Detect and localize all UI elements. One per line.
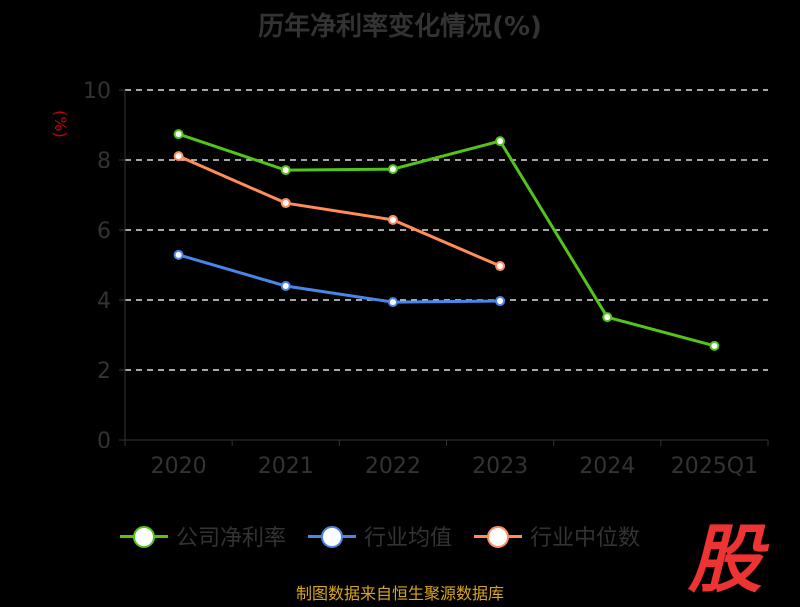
chart-title: 历年净利率变化情况(%) bbox=[258, 12, 542, 42]
x-tick-label: 2024 bbox=[579, 454, 635, 479]
data-point bbox=[495, 261, 506, 272]
source-note: 制图数据来自恒生聚源数据库 bbox=[295, 584, 504, 603]
x-tick-label: 2025Q1 bbox=[671, 454, 758, 479]
data-point bbox=[602, 312, 613, 323]
logo: 股 bbox=[688, 517, 762, 603]
data-point bbox=[387, 164, 398, 175]
legend-label: 公司净利率 bbox=[176, 526, 287, 551]
legend-swatch bbox=[308, 526, 357, 548]
legend: 公司净利率 行业均值 行业中位数 bbox=[120, 520, 640, 552]
data-point bbox=[280, 165, 291, 176]
data-point bbox=[387, 214, 398, 225]
x-tick-label: 2020 bbox=[151, 454, 207, 479]
data-point bbox=[387, 297, 398, 308]
data-point bbox=[280, 198, 291, 209]
x-tick-label: 2021 bbox=[258, 454, 314, 479]
legend-item[interactable]: 行业均值 bbox=[308, 520, 452, 552]
y-tick-label: 10 bbox=[83, 79, 111, 104]
data-point bbox=[709, 340, 720, 351]
y-tick-label: 2 bbox=[97, 359, 111, 384]
legend-swatch bbox=[120, 526, 168, 548]
series-line-1 bbox=[178, 253, 501, 304]
series-line-2 bbox=[177, 154, 501, 268]
y-tick-label: 4 bbox=[97, 289, 111, 314]
data-point bbox=[495, 296, 506, 307]
x-tick-label: 2022 bbox=[365, 454, 421, 479]
data-point bbox=[173, 129, 184, 140]
legend-label: 行业中位数 bbox=[530, 526, 641, 551]
x-tick-label: 2023 bbox=[472, 454, 528, 479]
y-tick-label: 8 bbox=[97, 149, 111, 174]
series-line-0 bbox=[178, 132, 715, 348]
legend-swatch bbox=[474, 526, 523, 548]
legend-item[interactable]: 公司净利率 bbox=[120, 520, 286, 552]
data-point bbox=[173, 249, 184, 260]
y-tick-label: 6 bbox=[97, 219, 111, 244]
data-point bbox=[173, 151, 184, 162]
legend-item[interactable]: 行业中位数 bbox=[474, 520, 640, 552]
y-tick-label: 0 bbox=[97, 429, 111, 454]
data-point bbox=[280, 281, 291, 291]
data-point bbox=[495, 136, 506, 147]
legend-label: 行业均值 bbox=[364, 526, 453, 551]
